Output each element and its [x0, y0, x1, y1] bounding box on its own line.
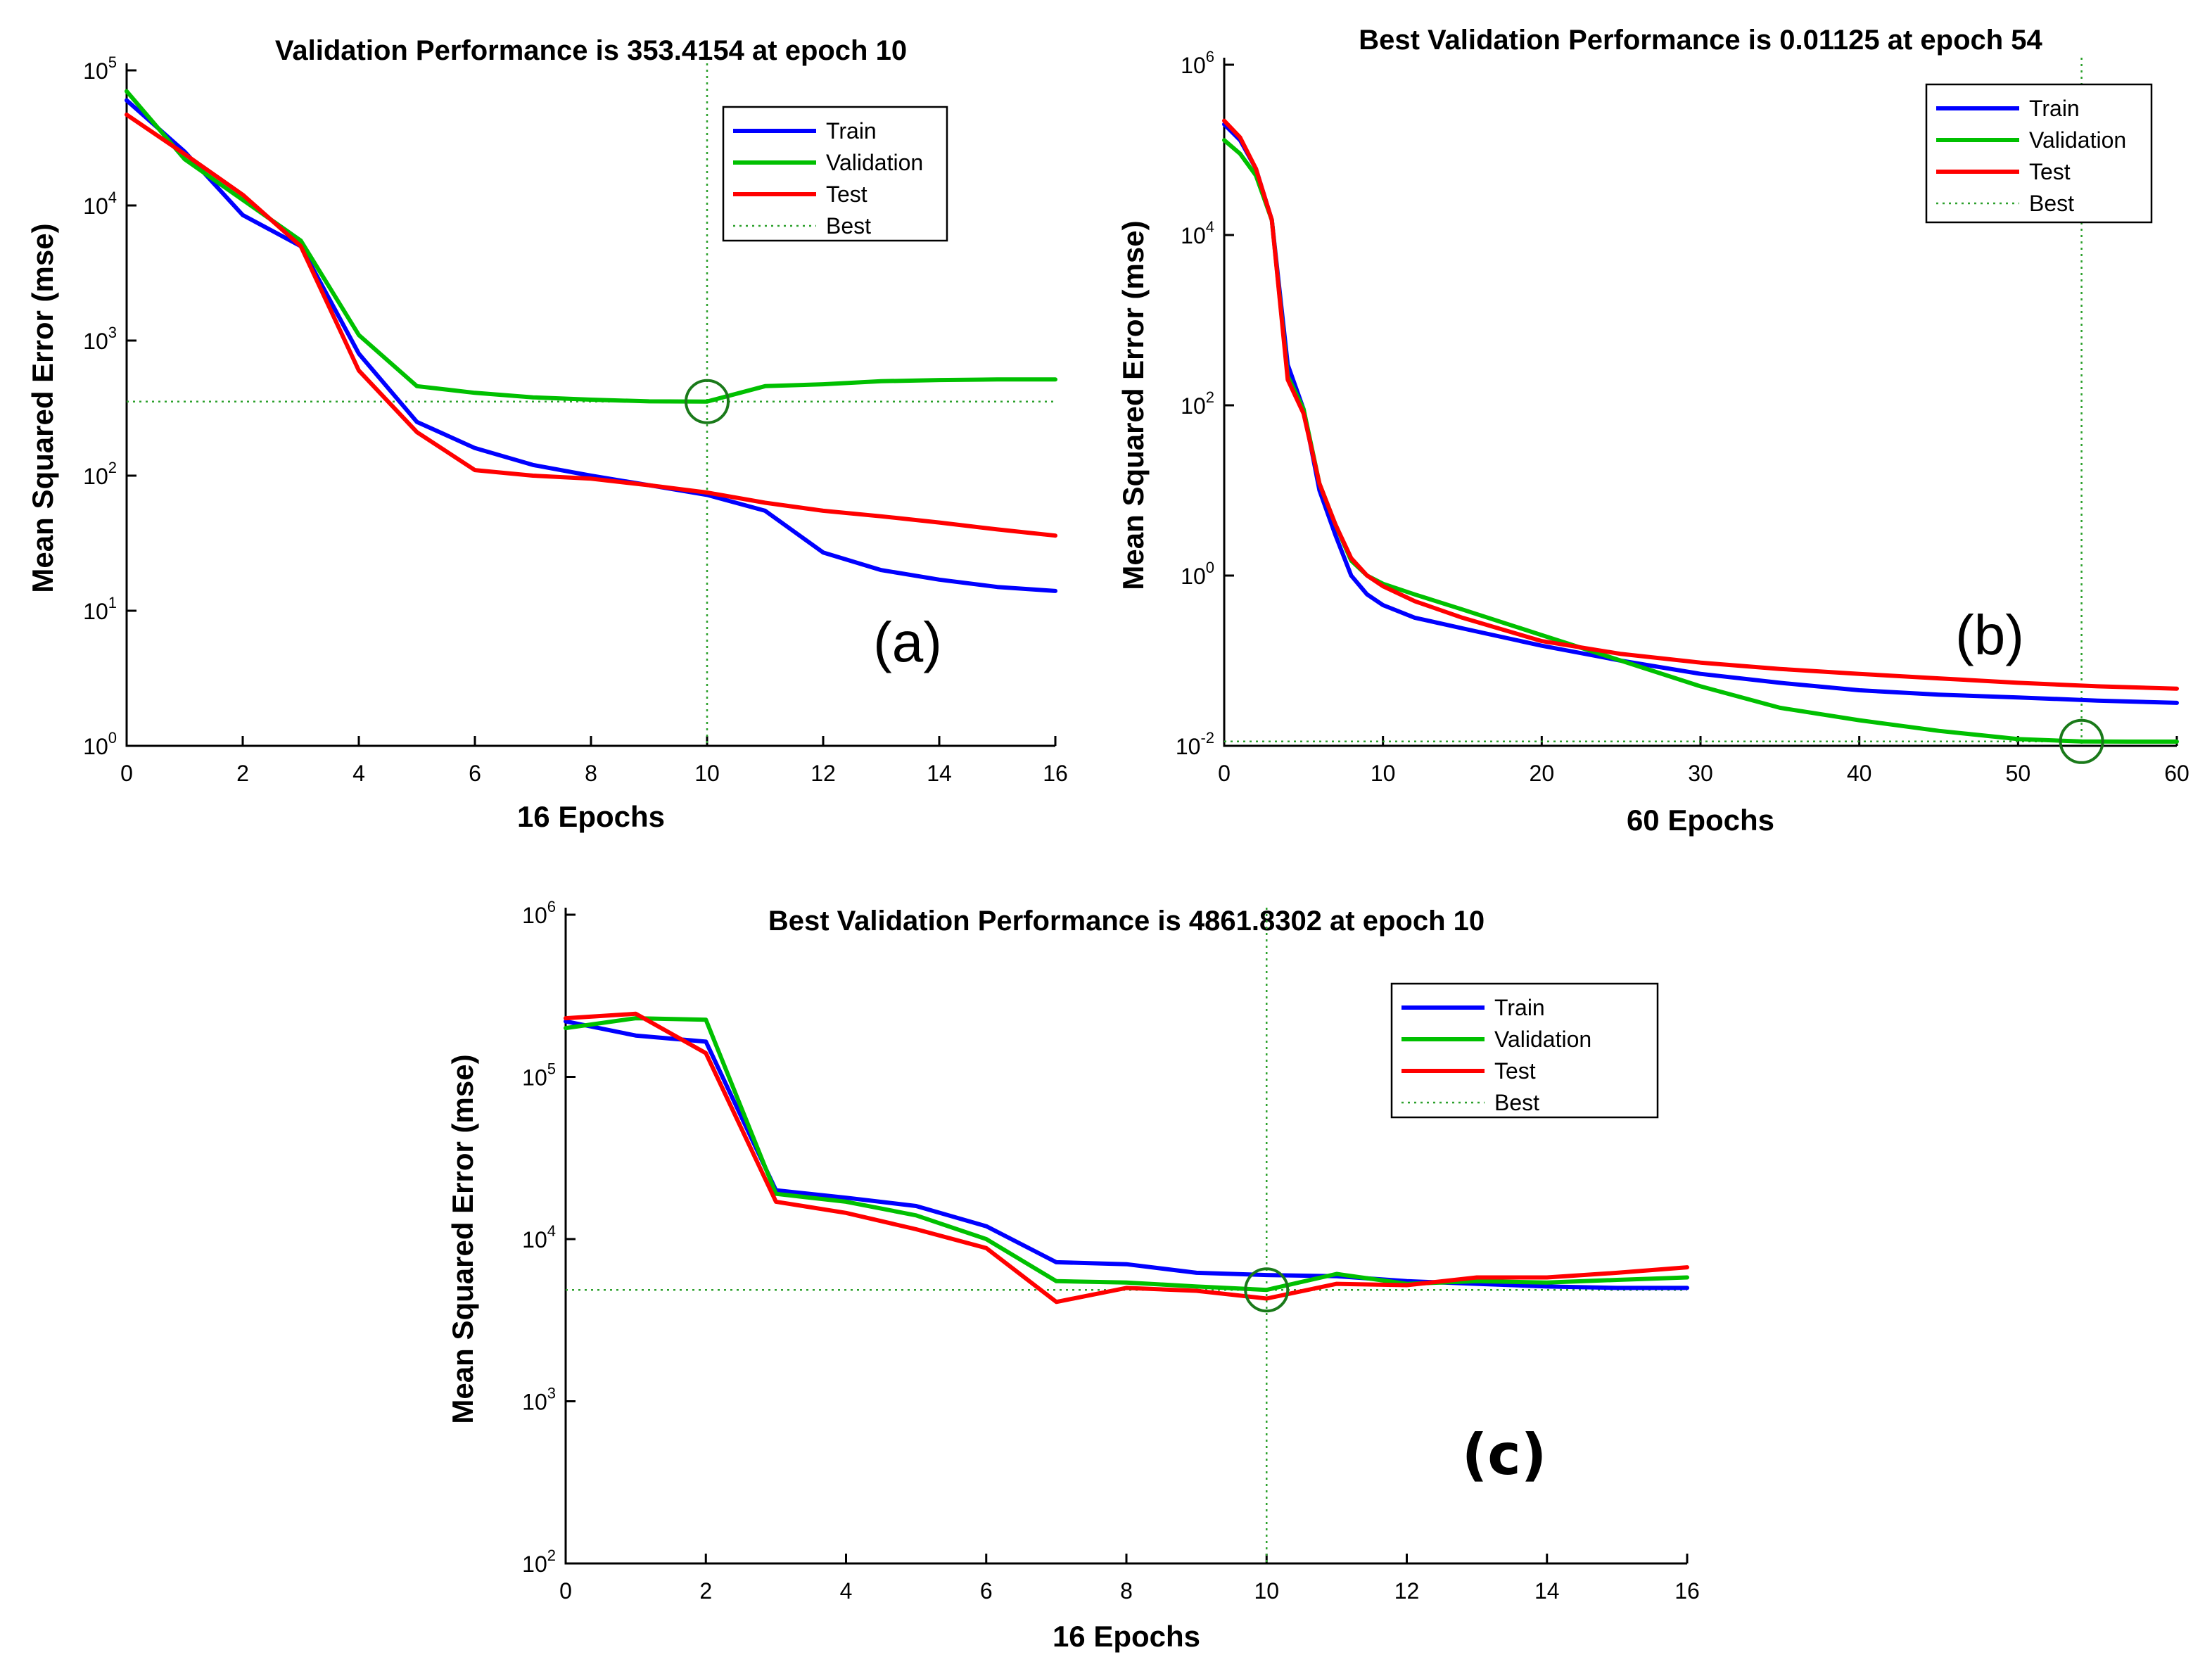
- chart-title: Validation Performance is 353.4154 at ep…: [275, 35, 907, 66]
- x-tick-label: 0: [559, 1578, 572, 1604]
- x-tick-label: 4: [840, 1578, 853, 1604]
- x-tick-label: 14: [927, 761, 952, 786]
- series-line-test: [125, 113, 1057, 538]
- x-tick-label: 0: [120, 761, 133, 786]
- legend-entry: Train: [826, 118, 877, 144]
- series-line-train: [125, 98, 1057, 593]
- x-tick-label: 8: [1120, 1578, 1133, 1604]
- y-tick-label: 100: [83, 729, 117, 759]
- x-tick-label: 6: [469, 761, 481, 786]
- y-tick-label: 104: [1181, 218, 1214, 248]
- y-axis-label: Mean Squared Error (mse): [446, 1054, 479, 1423]
- x-tick-label: 20: [1530, 761, 1555, 786]
- chart-title: Best Validation Performance is 0.01125 a…: [1359, 25, 2042, 56]
- panel-label: (b): [1955, 604, 2024, 666]
- y-tick-label: 102: [1181, 388, 1214, 419]
- x-tick-label: 6: [980, 1578, 993, 1604]
- series-line-validation: [1222, 138, 2179, 744]
- x-axis-label: 16 Epochs: [517, 800, 665, 833]
- x-tick-label: 8: [585, 761, 597, 786]
- y-tick-label: 103: [522, 1385, 556, 1415]
- legend: Train Validation Test Best: [1925, 83, 2153, 224]
- legend-entry: Best: [2029, 191, 2074, 216]
- legend-entry: Validation: [826, 150, 923, 175]
- x-tick-label: 4: [352, 761, 365, 786]
- x-tick-label: 12: [1394, 1578, 1420, 1604]
- x-tick-label: 16: [1674, 1578, 1700, 1604]
- legend-entry: Best: [826, 213, 871, 239]
- x-tick-label: 30: [1688, 761, 1713, 786]
- x-axis-label: 16 Epochs: [1053, 1620, 1200, 1653]
- y-tick-label: 100: [1181, 559, 1214, 589]
- legend-entry: Test: [1494, 1058, 1536, 1084]
- chart-panel-c: Best Validation Performance is 4861.8302…: [446, 898, 1700, 1653]
- x-tick-label: 16: [1043, 761, 1068, 786]
- best-point-marker: [1244, 1267, 1290, 1313]
- y-axis-label: Mean Squared Error (mse): [1117, 220, 1150, 590]
- x-tick-label: 60: [2164, 761, 2189, 786]
- x-tick-label: 50: [2006, 761, 2031, 786]
- y-tick-label: 105: [83, 53, 117, 84]
- x-tick-label: 2: [236, 761, 249, 786]
- y-tick-label: 104: [522, 1222, 556, 1252]
- legend: Train Validation Test Best: [722, 106, 948, 242]
- x-tick-label: 10: [1254, 1578, 1279, 1604]
- x-tick-label: 0: [1218, 761, 1231, 786]
- y-tick-label: 103: [83, 324, 117, 354]
- chart-panel-b: Best Validation Performance is 0.01125 a…: [1117, 25, 2189, 837]
- series-line-test: [1222, 118, 2179, 691]
- legend-entry: Validation: [2029, 127, 2126, 153]
- y-tick-label: 102: [83, 459, 117, 489]
- best-point-marker: [685, 379, 730, 424]
- best-point-marker: [2059, 718, 2104, 764]
- y-tick-label: 106: [522, 898, 556, 928]
- x-tick-label: 14: [1534, 1578, 1560, 1604]
- y-axis-label: Mean Squared Error (mse): [26, 223, 59, 592]
- legend-entry: Test: [826, 182, 867, 207]
- legend-entry: Train: [2029, 96, 2080, 121]
- y-tick-label: 106: [1181, 48, 1214, 78]
- chart-title: Best Validation Performance is 4861.8302…: [768, 906, 1485, 937]
- x-tick-label: 10: [694, 761, 720, 786]
- series-line-test: [564, 1011, 1689, 1305]
- x-tick-label: 2: [699, 1578, 712, 1604]
- y-tick-label: 102: [522, 1547, 556, 1577]
- panel-label: (a): [873, 611, 942, 673]
- legend-entry: Best: [1494, 1090, 1539, 1115]
- chart-panel-a: Validation Performance is 353.4154 at ep…: [26, 35, 1068, 833]
- x-tick-label: 12: [811, 761, 836, 786]
- x-axis-label: 60 Epochs: [1627, 804, 1774, 837]
- legend: Train Validation Test Best: [1390, 982, 1659, 1119]
- x-tick-label: 40: [1847, 761, 1872, 786]
- x-tick-label: 10: [1371, 761, 1396, 786]
- y-tick-label: 104: [83, 189, 117, 219]
- y-tick-label: 10-2: [1176, 729, 1214, 759]
- series-line-validation: [564, 1016, 1689, 1293]
- legend-entry: Test: [2029, 159, 2071, 184]
- y-tick-label: 101: [83, 594, 117, 624]
- panel-label: (c): [1462, 1422, 1547, 1487]
- legend-entry: Train: [1494, 995, 1545, 1020]
- legend-entry: Validation: [1494, 1027, 1591, 1052]
- y-tick-label: 105: [522, 1060, 556, 1091]
